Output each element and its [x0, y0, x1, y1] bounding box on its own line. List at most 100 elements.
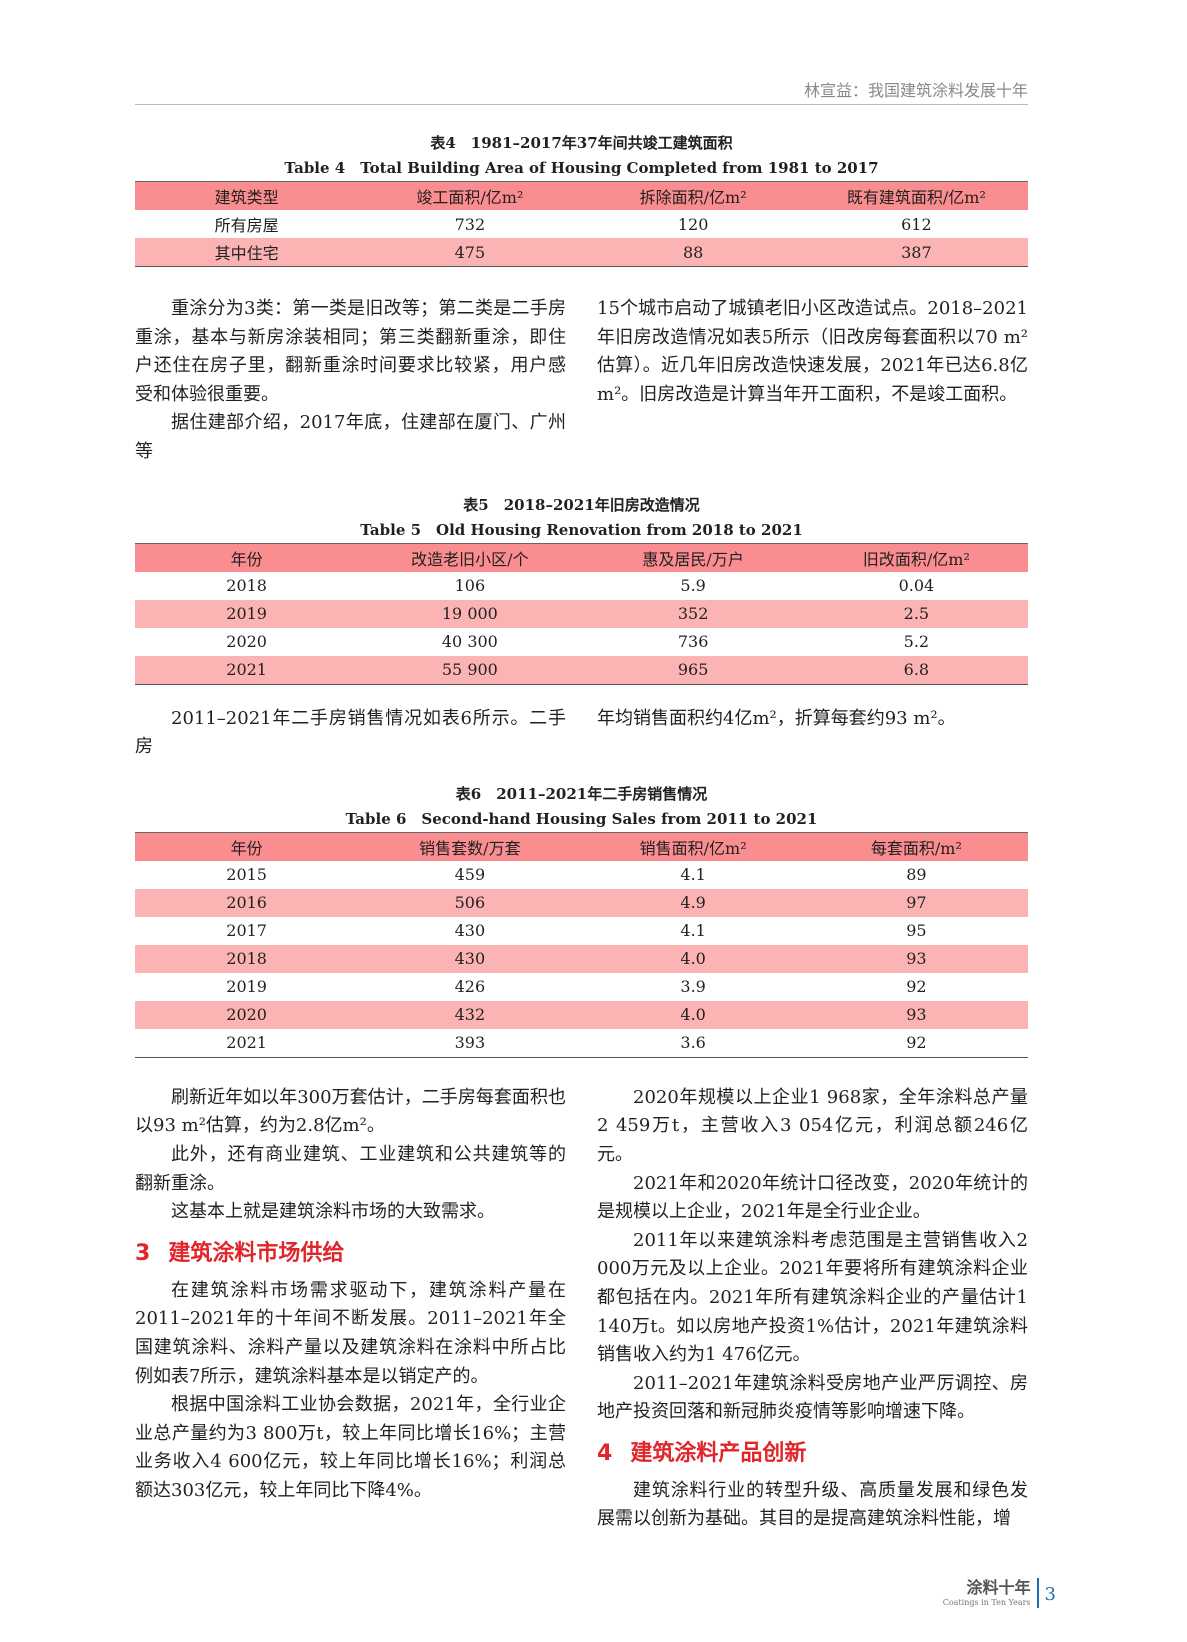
column-header: 年份	[135, 542, 359, 572]
table-cell: 3.6	[581, 1028, 805, 1058]
table-header-row: 年份 销售套数/万套 销售面积/亿m² 每套面积/m²	[135, 831, 1028, 861]
paragraph: 重涂分为3类：第一类是旧改等；第二类是二手房重涂，基本与新房涂装相同；第三类翻新…	[135, 298, 566, 405]
table-cell: 92	[804, 1028, 1028, 1058]
column-header: 销售套数/万套	[358, 831, 582, 861]
column-header: 拆除面积/亿m²	[581, 181, 805, 210]
table-cell: 40 300	[441, 632, 498, 652]
text3: 刷新近年如以年300万套估计，二手房每套面积也以93 m²估算，约为2.8亿m²…	[135, 1084, 1028, 1534]
table-row: 2021 55 900 965 6.8	[135, 655, 1028, 685]
section-number: 3	[135, 1240, 151, 1266]
page-footer: 涂料十年 Coatings in Ten Years 3	[135, 1578, 1056, 1612]
text2-right: 年均销售面积约4亿m²，折算每套约93 m²。	[597, 705, 1028, 734]
table-cell: 2021	[135, 1028, 359, 1058]
table-cell: 4.9	[581, 888, 805, 917]
table-cell: 2020	[226, 632, 267, 652]
table-row: 2018 430 4.0 93	[135, 944, 1028, 973]
running-title: 林宣益：我国建筑涂料发展十年	[135, 80, 1028, 105]
table-cell: 2017	[226, 921, 267, 941]
table6-block: 表6 2011–2021年二手房销售情况 Table 6 Second-hand…	[135, 782, 1028, 1058]
table-cell: 426	[454, 977, 486, 997]
footer-journal: 涂料十年 Coatings in Ten Years	[943, 1578, 1031, 1608]
paragraph: 2021年和2020年统计口径改变，2020年统计的是规模以上企业，2021年是…	[597, 1172, 1028, 1223]
section-title: 建筑涂料市场供给	[168, 1240, 345, 1266]
table-cell: 965	[581, 655, 805, 685]
column-header: 旧改面积/亿m²	[804, 542, 1028, 572]
table-cell: 0.04	[898, 576, 935, 596]
paragraph: 建筑涂料行业的转型升级、高质量发展和绿色发展需以创新为基础。其目的是提高建筑涂料…	[597, 1479, 1028, 1530]
paragraph: 刷新近年如以年300万套估计，二手房每套面积也以93 m²估算，约为2.8亿m²…	[135, 1086, 566, 1137]
table-cell: 430	[454, 921, 486, 941]
table4: 建筑类型 竣工面积/亿m² 拆除面积/亿m² 既有建筑面积/亿m² 所有房屋 732 120…	[135, 181, 1028, 267]
table-row: 2016 506 4.9 97	[135, 888, 1028, 917]
table-cell: 其中住宅	[135, 238, 359, 267]
table-cell: 432	[358, 1000, 582, 1029]
table-cell: 3.9	[680, 977, 706, 997]
table-cell: 2020	[135, 1000, 359, 1029]
table-cell: 2019	[135, 599, 359, 628]
column-header: 竣工面积/亿m²	[358, 181, 582, 210]
table-cell: 4.1	[680, 921, 706, 941]
paragraph: 这基本上就是建筑涂料市场的大致需求。	[171, 1201, 495, 1223]
paragraph: 据住建部介绍，2017年底，住建部在厦门、广州等	[135, 412, 566, 462]
table-cell: 97	[804, 888, 1028, 917]
table4-block: 表4 1981–2017年37年间共竣工建筑面积 Table 4 Total B…	[135, 131, 1028, 267]
table-cell: 2019	[226, 977, 267, 997]
table4-caption-cn: 表4 1981–2017年37年间共竣工建筑面积	[430, 134, 733, 152]
section-4-heading: 4 建筑涂料产品创新	[597, 1437, 1028, 1471]
table-row: 2019 19 000 352 2.5	[135, 599, 1028, 628]
table-cell: 88	[581, 238, 805, 267]
table-cell: 19 000	[358, 599, 582, 628]
table-cell: 55 900	[358, 655, 582, 685]
table-row: 所有房屋 732 120 612	[135, 210, 1028, 238]
table-cell: 93	[804, 944, 1028, 973]
table-cell: 所有房屋	[214, 216, 279, 235]
table-cell: 475	[358, 238, 582, 267]
table-cell: 5.9	[680, 576, 706, 596]
table-cell: 736	[677, 632, 709, 652]
table-cell: 89	[906, 865, 927, 885]
text1: 重涂分为3类：第一类是旧改等；第二类是二手房重涂，基本与新房涂装相同；第三类翻新…	[135, 295, 1028, 467]
table5-block: 表5 2018–2021年旧房改造情况 Table 5 Old Housing …	[135, 493, 1028, 685]
table-cell: 120	[677, 214, 709, 234]
text2: 2011–2021年二手房销售情况如表6所示。二手房 年均销售面积约4亿m²，折…	[135, 705, 1028, 762]
paragraph: 2011–2021年建筑涂料受房地产业严厉调控、房地产投资回落和新冠肺炎疫情等影…	[597, 1372, 1028, 1423]
column-header: 改造老旧小区/个	[358, 542, 582, 572]
table5-caption-en: Table 5 Old Housing Renovation from 2018…	[360, 520, 803, 539]
table-cell: 612	[901, 214, 932, 234]
table-row: 2019 426 3.9 92	[135, 973, 1028, 1001]
table-row: 2020 432 4.0 93	[135, 1000, 1028, 1029]
column-header: 既有建筑面积/亿m²	[804, 181, 1028, 210]
table-cell: 2.5	[804, 599, 1028, 628]
section-title: 建筑涂料产品创新	[630, 1440, 807, 1466]
column-header: 销售面积/亿m²	[581, 831, 805, 861]
paragraph: 2020年规模以上企业1 968家，全年涂料总产量2 459万t，主营收入3 0…	[597, 1086, 1028, 1165]
table-row: 其中住宅 475 88 387	[135, 238, 1028, 267]
journal-name-cn: 涂料十年	[966, 1578, 1031, 1598]
table-cell: 352	[581, 599, 805, 628]
paragraph: 根据中国涂料工业协会数据，2021年，全行业企业总产量约为3 800万t，较上年…	[135, 1394, 566, 1501]
column-header: 每套面积/m²	[804, 831, 1028, 861]
table-cell: 2015	[226, 865, 267, 885]
section-number: 4	[597, 1440, 613, 1466]
text3-left: 刷新近年如以年300万套估计，二手房每套面积也以93 m²估算，约为2.8亿m²…	[135, 1084, 566, 1506]
paragraph: 2011年以来建筑涂料考虑范围是主营销售收入2 000万元及以上企业。2021年…	[597, 1229, 1028, 1366]
table-cell: 93	[804, 1000, 1028, 1029]
text2-left: 2011–2021年二手房销售情况如表6所示。二手房	[135, 705, 566, 762]
table5-caption-cn: 表5 2018–2021年旧房改造情况	[463, 495, 700, 514]
table-cell: 506	[358, 888, 582, 917]
section-3-heading: 3 建筑涂料市场供给	[135, 1237, 566, 1271]
table-cell: 5.2	[903, 632, 930, 652]
table-row: 2017 430 4.1 95	[135, 917, 1028, 945]
column-header: 年份	[135, 831, 359, 861]
table4-caption-en: Table 4 Total Building Area of Housing C…	[284, 159, 879, 177]
text1-left: 重涂分为3类：第一类是旧改等；第二类是二手房重涂，基本与新房涂装相同；第三类翻新…	[135, 295, 566, 467]
table-header-row: 年份 改造老旧小区/个 惠及居民/万户 旧改面积/亿m²	[135, 542, 1028, 572]
table-cell: 732	[454, 214, 486, 234]
table-row: 2015 459 4.1 89	[135, 861, 1028, 889]
table6: 年份 销售套数/万套 销售面积/亿m² 每套面积/m² 2015 459 4.1 89 2016…	[135, 831, 1028, 1058]
table6-caption-cn: 表6 2011–2021年二手房销售情况	[455, 784, 708, 803]
table-cell: 6.8	[804, 655, 1028, 685]
table-cell: 4.1	[680, 865, 706, 885]
table-cell: 2021	[135, 655, 359, 685]
table-cell: 430	[358, 944, 582, 973]
